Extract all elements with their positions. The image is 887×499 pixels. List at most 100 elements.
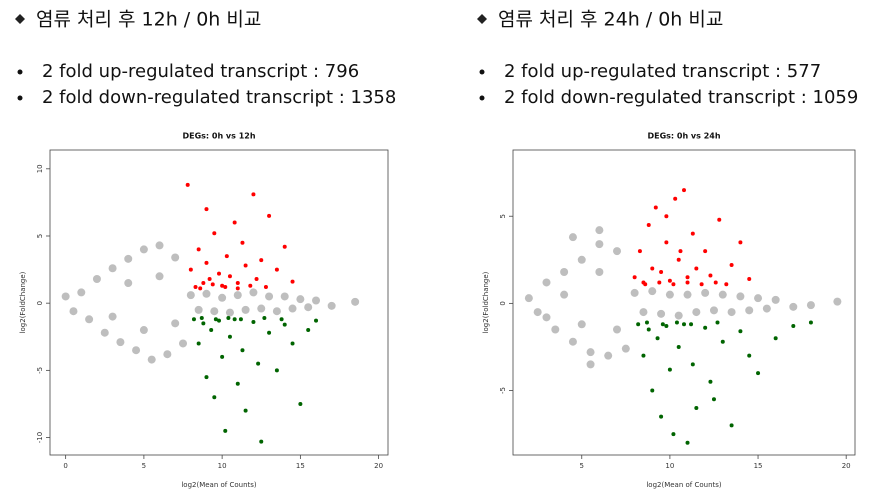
point [745,306,754,315]
point [217,318,221,323]
point [754,294,763,303]
point [274,368,279,373]
point [636,322,641,327]
point [298,401,303,406]
point [201,321,206,326]
point [699,282,704,287]
bullet-text: 2 fold up-regulated transcript : 796 [42,61,359,82]
point [685,440,690,445]
point [139,245,148,254]
point [179,339,188,348]
point [762,304,771,313]
point [703,325,708,330]
point [703,249,708,254]
point [210,282,215,287]
point [251,192,256,197]
point [243,408,248,413]
x-tick-label: 0 [63,462,67,470]
point [306,328,311,333]
y-tick-label: -5 [499,387,507,394]
point [671,432,676,437]
point [254,276,259,281]
point [312,296,321,305]
point [240,240,245,245]
point [542,278,551,287]
point [682,322,686,327]
point [193,285,198,290]
point [267,213,272,218]
point [747,353,752,358]
chart-title: DEGs: 0h vs 12h [182,132,255,141]
point [694,405,699,410]
point [240,348,245,353]
point [256,361,261,366]
y-tick-label: 0 [499,301,507,305]
point [257,304,266,313]
y-tick-label: -5 [36,367,44,374]
y-tick-label: -10 [36,432,44,443]
point [613,325,622,334]
point [279,317,284,322]
x-tick-label: 10 [218,462,227,470]
point [577,255,586,264]
point [650,388,655,393]
point [806,301,815,310]
point [667,367,672,372]
point [671,282,676,287]
point [259,439,264,444]
bullet-dot [17,69,23,75]
point [220,354,225,359]
point [139,326,148,335]
point [708,273,713,278]
point [791,324,796,329]
point [715,320,720,325]
point [685,275,690,280]
point [643,282,648,287]
point [235,281,240,286]
bullet-text: 2 fold down-regulated transcript : 1358 [42,87,396,108]
point [630,288,639,297]
point [718,290,727,299]
point [314,318,319,323]
point [199,315,204,320]
point [683,290,692,299]
point [227,274,232,279]
point [232,317,237,322]
point [147,355,156,364]
point [77,288,86,297]
point [646,327,651,332]
point [196,247,201,252]
point [595,268,604,276]
point [676,257,681,262]
point [132,346,141,355]
point [738,329,743,334]
bullet-dot [17,95,23,101]
point [568,337,577,346]
point [155,241,164,250]
point [724,282,729,287]
point [542,313,551,322]
plot-frame [512,149,856,456]
point [212,395,217,400]
point [657,280,662,285]
point [171,319,180,328]
point [653,205,658,210]
point [692,308,701,317]
point [657,309,666,318]
point [650,266,655,271]
bullet-text: 2 fold down-regulated transcript : 1059 [504,87,858,108]
point [171,253,180,262]
plot-frame [49,149,389,456]
point [678,249,683,254]
point [664,240,669,245]
point [659,270,664,274]
point [586,348,595,357]
point [288,304,297,313]
point [85,315,94,324]
point [207,276,212,281]
point [235,381,240,386]
point [61,292,70,301]
point [263,285,268,290]
point [185,182,190,187]
